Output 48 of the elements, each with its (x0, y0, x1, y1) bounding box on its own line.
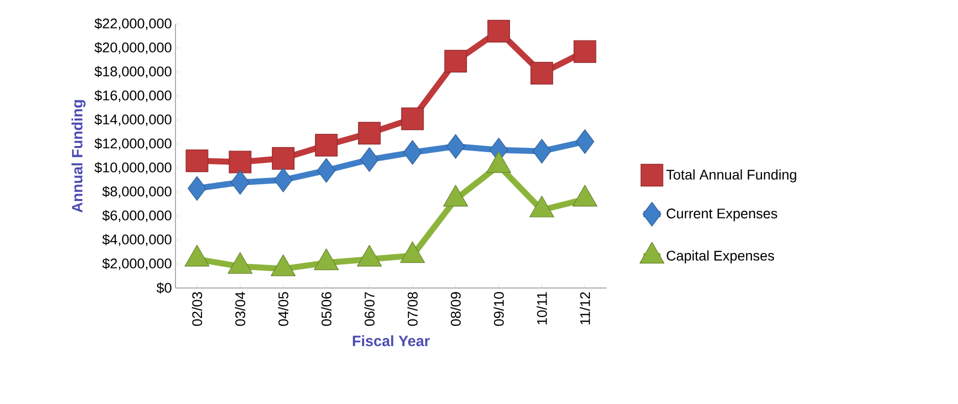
legend-label: Total Annual Funding (666, 169, 796, 182)
point (576, 129, 594, 154)
point (403, 140, 422, 165)
y-tick-label: $2,000,000 (102, 258, 172, 270)
point (360, 147, 379, 172)
y-tick-label: $14,000,000 (94, 114, 172, 126)
y-tick-label: $12,000,000 (94, 138, 172, 150)
y-tick-label: $18,000,000 (94, 66, 172, 78)
y-tick-label: $4,000,000 (102, 234, 172, 246)
legend-label: Current Expenses (666, 208, 778, 222)
point (228, 252, 253, 274)
point (314, 248, 339, 270)
x-tick-label: 09/10 (494, 292, 504, 326)
point (230, 170, 250, 195)
x-tick-label: 05/06 (321, 292, 332, 326)
point (270, 254, 296, 276)
point (401, 107, 424, 130)
x-tick-label: 03/04 (234, 292, 246, 326)
point (400, 241, 425, 263)
x-tick-label: 07/08 (407, 292, 418, 326)
point (184, 244, 210, 266)
point (272, 147, 295, 170)
point (274, 168, 293, 192)
x-tick-label: 08/09 (450, 292, 461, 326)
legend-label: Capital Expenses (666, 250, 774, 264)
y-tick-label: $6,000,000 (102, 210, 172, 222)
y-tick-label: $20,000,000 (94, 42, 172, 54)
y-tick-label: $10,000,000 (94, 162, 172, 174)
x-tick-label: 02/03 (192, 292, 202, 326)
point (532, 138, 552, 164)
x-tick-label: 10/11 (536, 292, 547, 324)
x-tick-label: 04/05 (278, 292, 288, 326)
x-tick-label: 06/07 (364, 292, 375, 326)
point (228, 150, 252, 174)
point (358, 122, 381, 144)
point (356, 244, 382, 266)
y-tick-label: $22,000,000 (94, 18, 172, 30)
point (317, 158, 336, 183)
point (446, 134, 465, 159)
point (186, 149, 208, 172)
y-tick-label: $8,000,000 (102, 186, 172, 198)
y-axis-title: Annual Funding (72, 100, 86, 212)
y-tick-label: $16,000,000 (94, 90, 172, 102)
y-tick-label: $0 (156, 282, 172, 294)
point (315, 134, 338, 156)
x-axis-title: Fiscal Year (352, 335, 430, 346)
x-tick-label: 11/12 (580, 292, 590, 324)
point (188, 176, 206, 201)
